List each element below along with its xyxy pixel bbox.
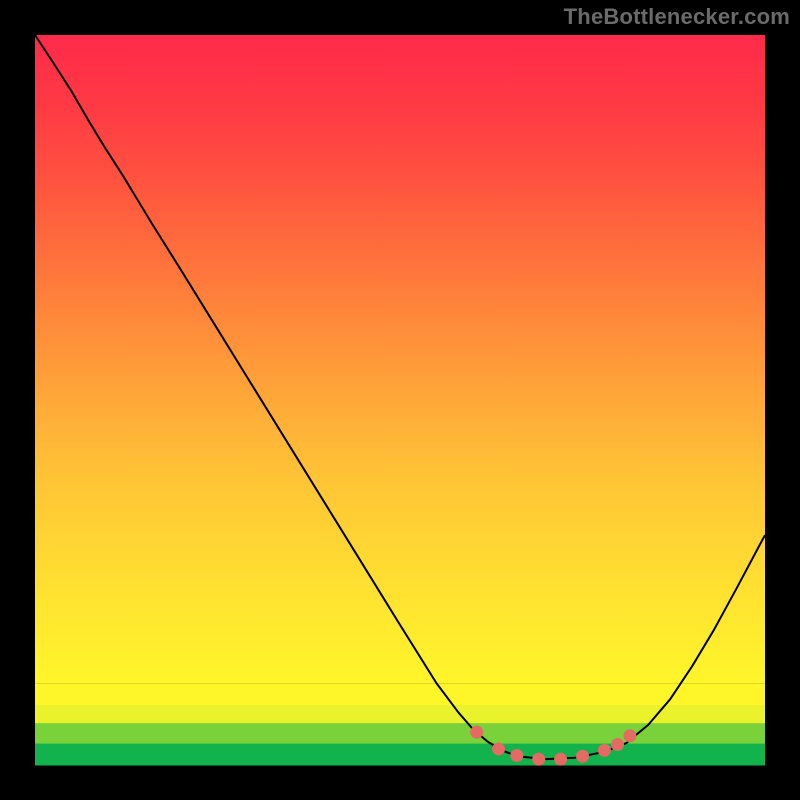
watermark-text: TheBottlenecker.com — [564, 4, 790, 30]
valley-marker — [470, 726, 483, 739]
chart-svg — [0, 0, 800, 800]
valley-marker — [510, 749, 523, 762]
band-0 — [35, 743, 765, 765]
valley-marker — [576, 750, 589, 763]
band-3 — [35, 683, 765, 705]
valley-marker — [554, 753, 567, 766]
chart-stage: TheBottlenecker.com — [0, 0, 800, 800]
valley-marker — [611, 738, 624, 751]
plot-area — [35, 35, 765, 766]
band-1 — [35, 723, 765, 744]
valley-marker — [598, 744, 611, 757]
band-2 — [35, 704, 765, 723]
valley-marker — [532, 753, 545, 766]
valley-marker — [623, 729, 636, 742]
valley-marker — [492, 742, 505, 755]
gradient-fill — [35, 35, 765, 683]
